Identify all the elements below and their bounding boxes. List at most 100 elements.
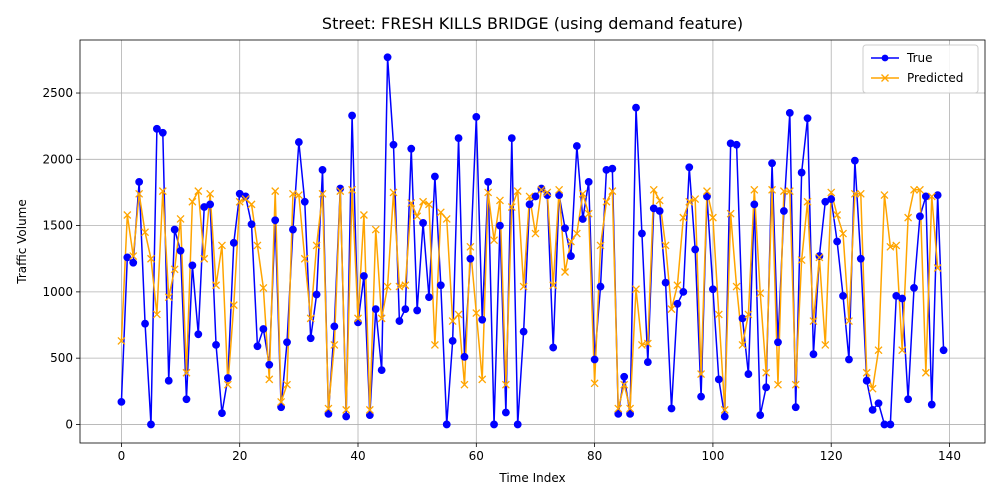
data-point-true	[620, 372, 629, 381]
data-point-true	[661, 278, 670, 287]
x-marker-stroke	[135, 189, 144, 198]
data-point-predicted	[768, 185, 777, 194]
x-marker-stroke	[921, 368, 930, 377]
x-marker-stroke	[685, 197, 694, 206]
data-point-predicted	[330, 340, 339, 349]
data-point-true	[425, 293, 433, 302]
data-point-predicted	[910, 185, 918, 194]
x-marker-stroke	[655, 196, 664, 205]
x-marker-stroke	[531, 229, 540, 238]
x-marker-stroke	[572, 229, 581, 238]
data-point-true	[572, 142, 581, 150]
data-point-predicted	[348, 185, 357, 194]
data-point-true	[584, 177, 593, 186]
x-marker-stroke	[395, 282, 404, 291]
x-marker-stroke	[762, 368, 771, 377]
data-point-true	[833, 237, 842, 246]
x-marker-stroke	[643, 339, 652, 348]
data-point-true	[874, 399, 883, 408]
data-point-predicted	[886, 242, 895, 251]
data-point-predicted	[590, 379, 599, 388]
legend-entry-true: True	[871, 51, 933, 65]
data-point-predicted	[147, 254, 155, 263]
x-marker-stroke	[632, 285, 640, 294]
data-point-predicted	[448, 317, 457, 325]
x-marker-stroke	[401, 281, 410, 290]
x-marker-stroke	[537, 185, 546, 194]
data-point-predicted	[732, 282, 741, 291]
data-point-predicted	[892, 241, 901, 250]
data-point-predicted	[543, 188, 552, 197]
x-marker-stroke	[525, 192, 534, 201]
data-point-true	[164, 376, 173, 385]
x-marker-stroke	[614, 404, 623, 413]
data-point-predicted	[898, 346, 907, 355]
x-tick-label: 60	[469, 449, 484, 463]
data-point-predicted	[572, 229, 581, 238]
data-point-true	[365, 411, 374, 420]
x-marker-stroke	[188, 197, 197, 206]
data-point-predicted	[259, 283, 268, 292]
x-marker-stroke	[880, 191, 889, 200]
x-marker-stroke	[815, 253, 824, 262]
data-point-true	[123, 253, 132, 262]
data-point-true	[212, 341, 220, 349]
data-point-true	[856, 254, 865, 263]
data-point-true	[626, 409, 634, 418]
data-point-predicted	[235, 197, 244, 206]
x-marker-stroke	[785, 187, 794, 196]
x-marker-stroke	[649, 185, 658, 194]
data-point-predicted	[158, 187, 167, 196]
data-point-predicted	[927, 192, 936, 201]
data-point-predicted	[868, 384, 877, 393]
x-marker-stroke	[484, 188, 493, 197]
x-marker-stroke	[555, 185, 564, 194]
data-point-true	[472, 112, 481, 121]
x-marker-stroke	[868, 384, 877, 393]
data-point-true	[407, 144, 416, 153]
series-markers	[117, 53, 948, 429]
x-marker-stroke	[584, 209, 593, 218]
data-point-predicted	[265, 375, 274, 384]
data-point-true	[129, 258, 138, 267]
data-point-predicted	[850, 189, 859, 198]
data-point-predicted	[117, 336, 126, 345]
x-marker-stroke	[478, 375, 487, 384]
data-point-predicted	[490, 236, 499, 245]
data-point-true	[306, 334, 315, 343]
x-marker-stroke	[833, 211, 842, 219]
data-point-true	[330, 322, 339, 331]
data-point-predicted	[312, 241, 321, 250]
data-point-true	[720, 412, 729, 421]
data-point-predicted	[779, 187, 788, 196]
plot-frame	[79, 39, 986, 444]
x-marker-stroke	[294, 191, 303, 200]
data-point-predicted	[596, 241, 605, 250]
data-point-true	[513, 420, 522, 429]
data-point-true	[147, 420, 155, 429]
x-marker-stroke	[904, 213, 913, 222]
data-point-predicted	[797, 256, 806, 265]
data-point-predicted	[750, 185, 759, 194]
legend-box	[862, 44, 979, 94]
data-point-predicted	[673, 281, 682, 290]
x-marker-stroke	[691, 195, 700, 204]
data-point-predicted	[643, 339, 652, 348]
x-marker-stroke	[170, 265, 179, 274]
x-marker-stroke	[839, 229, 847, 238]
x-marker-stroke	[679, 213, 688, 222]
data-point-true	[259, 325, 268, 333]
data-point-true	[673, 299, 682, 308]
data-point-true	[324, 409, 333, 418]
data-point-true	[703, 192, 711, 201]
data-point-predicted	[874, 346, 883, 355]
data-point-predicted	[129, 252, 138, 261]
data-point-predicted	[271, 187, 280, 196]
x-marker-stroke	[259, 283, 268, 292]
data-point-predicted	[229, 301, 238, 310]
data-point-predicted	[620, 380, 629, 389]
data-point-predicted	[152, 310, 161, 319]
x-marker-stroke	[720, 405, 729, 414]
data-point-true	[300, 197, 309, 206]
x-tick-label: 140	[938, 449, 961, 463]
